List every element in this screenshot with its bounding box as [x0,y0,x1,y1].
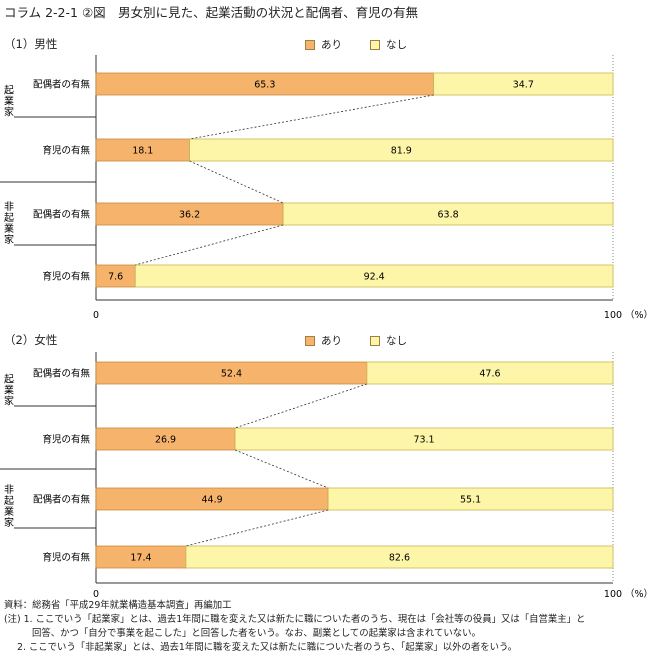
data-label-no: 81.9 [391,146,412,157]
page-title: コラム 2-2-1 ②図 男女別に見た、起業活動の状況と配偶者、育児の有無 [4,5,419,20]
note-1-continued: 回答、かつ「自分で事業を起こした」と回答した者をいう。なお、副業としての起業家は… [32,628,481,639]
note-2: 2. ここでいう「非起業家」とは、過去1年間に職を変えた又は新たに職についた者の… [17,642,518,653]
data-label-no: 92.4 [364,272,385,283]
row-label: 育児の有無 [42,145,90,157]
group-label-entrepreneur: 起業家 [2,373,14,406]
note-1: (注) 1. ここでいう「起業家」とは、過去1年間に職を変えた又は新たに職につい… [4,614,586,625]
connector-line [234,383,368,429]
x-tick-label-0: 0 [93,310,99,321]
data-label-no: 63.8 [437,210,458,221]
x-tick-label-100: 100 [604,310,622,321]
legend-female: あり なし [305,333,435,348]
group-label-entrepreneur: 起業家 [2,84,14,117]
connector-line [189,160,284,204]
bar-no [366,361,614,385]
legend-male: あり なし [305,37,435,52]
x-axis-unit: （%） [625,588,649,600]
data-label-no: 82.6 [389,553,410,564]
data-label-yes: 65.3 [254,80,275,91]
data-label-yes: 26.9 [155,435,176,446]
row-label: 配偶者の有無 [33,494,91,506]
x-tick-label-0: 0 [93,589,99,600]
panel-title-male: （1）男性 [4,37,58,51]
data-label-yes: 52.4 [221,369,242,380]
connector-line [185,509,329,547]
x-axis-unit: （%） [625,309,649,321]
group-label-non-entrepreneur: 非起業家 [2,484,14,528]
data-label-yes: 17.4 [130,553,151,564]
connector-line [135,224,284,266]
bar-no [134,264,614,288]
row-label: 育児の有無 [42,271,90,283]
bar-no [433,72,614,96]
row-label: 育児の有無 [42,552,90,564]
x-tick-label-100: 100 [604,589,622,600]
row-label: 育児の有無 [42,434,90,446]
data-label-yes: 7.6 [108,272,123,283]
data-label-no: 34.7 [513,80,534,91]
panel-title-female: （2）女性 [4,333,58,347]
legend-label-yes: あり [321,335,342,347]
bar-no [327,487,614,511]
row-label: 配偶者の有無 [33,209,91,221]
bar-no [185,545,614,569]
data-label-no: 73.1 [413,435,434,446]
bar-no [234,427,614,451]
notes: 資料：総務省「平成29年就業構造基本調査」再編加工 (注) 1. ここでいう「起… [4,599,645,655]
group-label-non-entrepreneur: 非起業家 [2,201,14,245]
connector-line [234,449,329,489]
row-label: 配偶者の有無 [33,368,91,380]
row-label: 配偶者の有無 [33,79,91,91]
legend-label-no: なし [386,39,407,51]
legend-swatch-no [370,335,380,346]
data-label-no: 47.6 [479,369,500,380]
data-label-yes: 18.1 [132,146,153,157]
legend-swatch-yes [305,39,315,50]
connector-line [189,94,434,140]
data-label-yes: 36.2 [179,210,200,221]
data-label-no: 55.1 [460,495,481,506]
legend-label-yes: あり [321,39,342,51]
bar-no [189,138,614,162]
source-note: 資料：総務省「平成29年就業構造基本調査」再編加工 [4,600,232,611]
data-label-yes: 44.9 [201,495,222,506]
bar-no [282,202,614,226]
legend-swatch-yes [305,335,315,346]
legend-label-no: なし [386,335,407,347]
legend-swatch-no [370,39,380,50]
